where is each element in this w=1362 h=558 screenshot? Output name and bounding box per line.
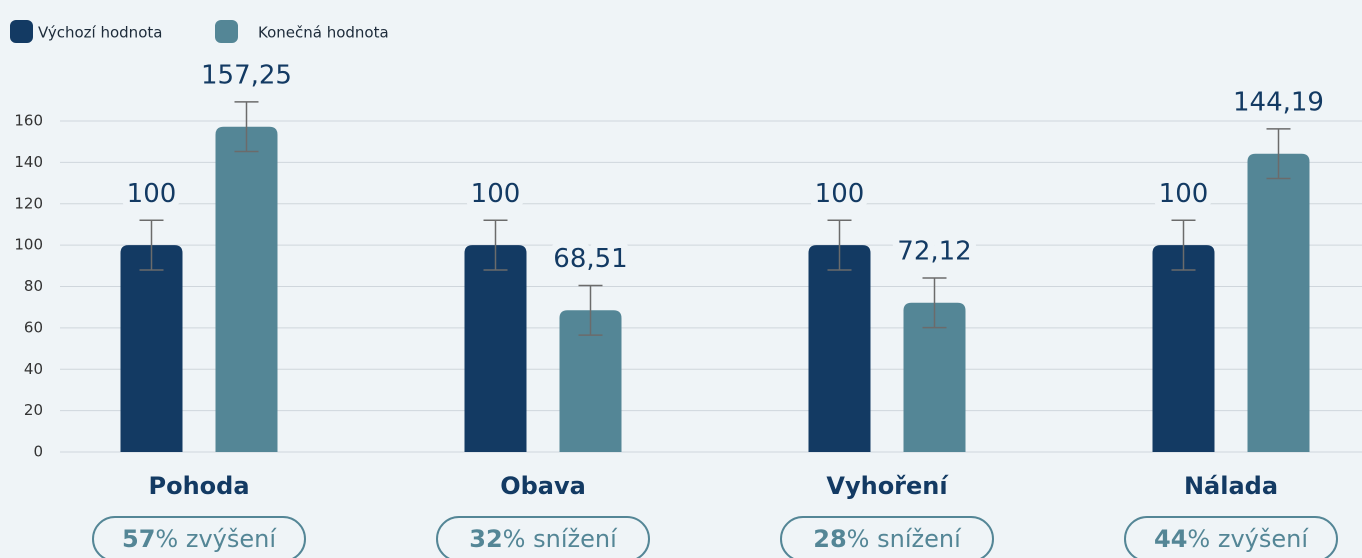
change-label: 28% snížení: [813, 525, 962, 553]
value-label: 100: [1159, 179, 1209, 209]
value-label: 144,19: [1233, 87, 1324, 117]
error-bar: [1171, 219, 1196, 271]
legend-swatch: [215, 20, 238, 43]
change-label: 44% zvýšení: [1154, 525, 1309, 553]
bar: [215, 126, 278, 453]
value-label: 68,51: [553, 244, 627, 274]
change-text: % zvýšení: [155, 525, 277, 553]
legend-label: Výchozí hodnota: [38, 24, 162, 42]
y-tick-label: 80: [24, 277, 43, 295]
y-tick-label: 0: [33, 443, 43, 461]
change-label: 57% zvýšení: [122, 525, 277, 553]
x-tick-label: Nálada: [1184, 472, 1278, 500]
error-bar: [578, 284, 603, 336]
legend-label: Konečná hodnota: [258, 24, 389, 42]
y-tick-label: 100: [14, 236, 43, 254]
bar: [1152, 245, 1215, 452]
change-pill: [1124, 516, 1338, 558]
value-label: 100: [127, 179, 177, 209]
error-bar: [922, 277, 947, 329]
bar: [559, 310, 622, 452]
change-text: % snížení: [847, 525, 962, 553]
change-pill: [436, 516, 650, 558]
value-label: 100: [471, 179, 521, 209]
x-tick-label: Obava: [500, 472, 586, 500]
y-tick-label: 60: [24, 318, 43, 336]
change-value: 32: [469, 525, 502, 553]
change-text: % snížení: [503, 525, 618, 553]
legend-swatch: [10, 20, 33, 43]
bar: [808, 245, 871, 452]
error-bar: [827, 219, 852, 271]
error-bar: [483, 219, 508, 271]
change-text: % zvýšení: [1187, 525, 1309, 553]
change-label: 32% snížení: [469, 525, 618, 553]
bar: [120, 245, 183, 452]
y-tick-label: 120: [14, 194, 43, 212]
bar: [903, 302, 966, 452]
value-label: 100: [815, 179, 865, 209]
x-tick-label: Pohoda: [148, 472, 249, 500]
bar: [1247, 153, 1310, 452]
change-value: 44: [1154, 525, 1187, 553]
y-tick-label: 160: [14, 112, 43, 130]
error-bar: [234, 101, 259, 153]
error-bar: [139, 219, 164, 271]
value-label: 72,12: [897, 236, 971, 266]
value-label: 157,25: [201, 60, 292, 90]
y-tick-label: 140: [14, 153, 43, 171]
change-value: 28: [813, 525, 846, 553]
bar: [464, 245, 527, 452]
y-tick-label: 20: [24, 401, 43, 419]
error-bar: [1266, 128, 1291, 180]
change-pill: [92, 516, 306, 558]
change-pill: [780, 516, 994, 558]
y-tick-label: 40: [24, 360, 43, 378]
x-tick-label: Vyhoření: [826, 472, 949, 500]
change-value: 57: [122, 525, 155, 553]
